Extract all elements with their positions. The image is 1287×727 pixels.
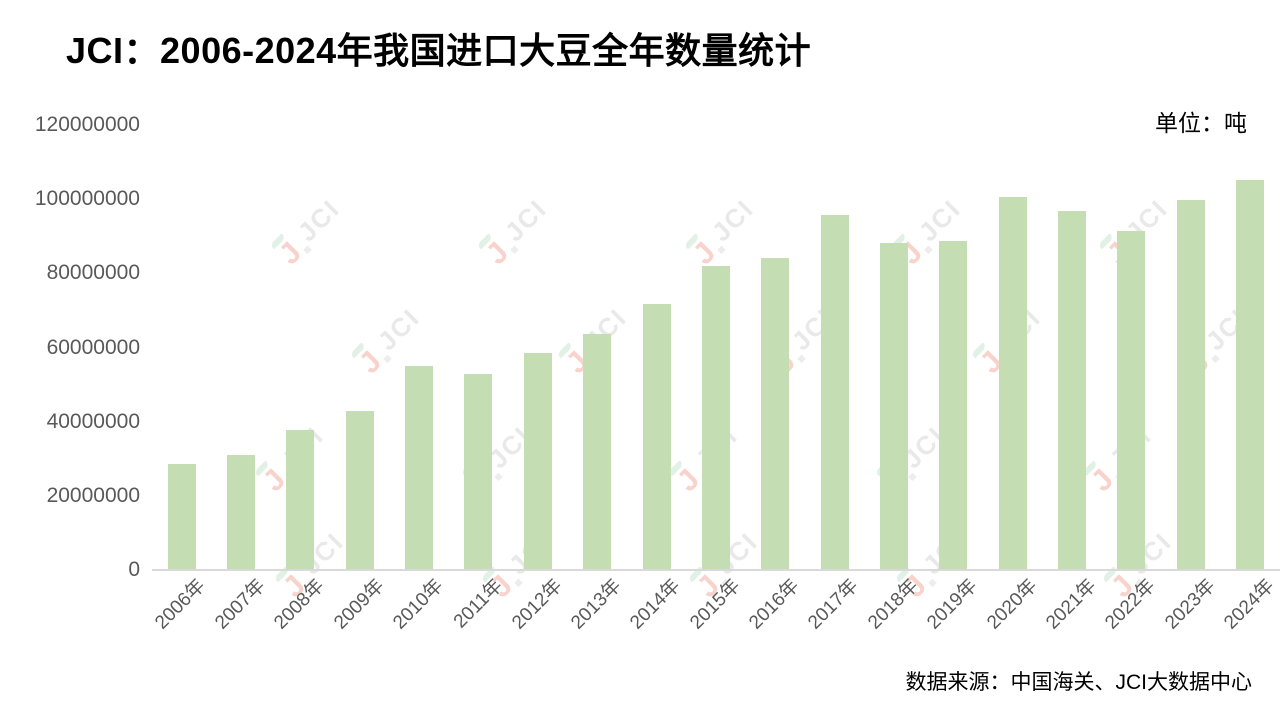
bar-2014 [642, 304, 671, 569]
bar-2017 [820, 215, 849, 569]
bar-2011 [464, 374, 493, 569]
y-axis-tick-label: 100000000 [34, 187, 140, 211]
bar-2013 [583, 334, 612, 569]
x-label-2008: 2008年 [270, 575, 329, 634]
x-label-2018: 2018年 [864, 575, 923, 634]
bar-2021 [1058, 211, 1087, 569]
x-label-2024: 2024年 [1220, 575, 1279, 634]
data-source: 数据来源：中国海关、JCI大数据中心 [905, 671, 1253, 694]
x-label-2011: 2011年 [449, 575, 507, 633]
x-label-2006: 2006年 [151, 575, 210, 634]
bar-2024 [1236, 180, 1265, 569]
unit-label: 单位：吨 [1155, 110, 1247, 136]
x-label-2013: 2013年 [567, 575, 626, 634]
bar-2007 [227, 455, 256, 569]
bar-2012 [523, 353, 552, 569]
plot-area [152, 124, 1280, 571]
bar-2019 [939, 241, 968, 569]
bar-2023 [1176, 200, 1205, 569]
x-label-2014: 2014年 [626, 575, 685, 634]
x-axis-line [152, 569, 1280, 571]
y-axis-tick-label: 0 [128, 558, 140, 581]
bar-2016 [761, 258, 790, 569]
bar-2010 [405, 366, 434, 569]
bar-2015 [701, 266, 730, 569]
x-label-2020: 2020年 [982, 575, 1041, 634]
bar-2006 [167, 464, 196, 569]
y-axis-tick-label: 120000000 [34, 113, 140, 136]
x-label-2023: 2023年 [1160, 575, 1220, 634]
bar-series [152, 124, 1280, 569]
x-label-2021: 2021年 [1042, 575, 1101, 634]
x-label-2007: 2007年 [211, 575, 270, 634]
bar-2020 [998, 197, 1027, 569]
x-axis-labels: 2006年 2007年 2008年 2009年 2010年 2011年 2012年 2013年… [151, 575, 1280, 726]
x-label-2012: 2012年 [507, 575, 567, 634]
y-axis: 0 20000000 40000000 60000000 80000000 1000000… [0, 0, 140, 727]
bar-2018 [879, 243, 908, 569]
x-label-2016: 2016年 [745, 575, 804, 634]
x-label-2015: 2015年 [685, 575, 745, 634]
x-label-2022: 2022年 [1101, 575, 1160, 634]
bar-2009 [345, 411, 374, 569]
x-label-2019: 2019年 [923, 575, 982, 634]
x-label-2009: 2009年 [329, 575, 388, 634]
x-label-2010: 2010年 [389, 575, 448, 634]
y-axis-tick-label: 60000000 [46, 335, 140, 359]
bar-2022 [1117, 231, 1146, 569]
bar-2008 [286, 430, 315, 569]
y-axis-tick-label: 80000000 [46, 261, 140, 285]
y-axis-tick-label: 20000000 [46, 483, 140, 507]
y-axis-tick-label: 40000000 [46, 409, 140, 433]
chart-title: JCI：2006-2024年我国进口大豆全年数量统计 [66, 30, 812, 71]
x-label-2017: 2017年 [804, 575, 863, 634]
